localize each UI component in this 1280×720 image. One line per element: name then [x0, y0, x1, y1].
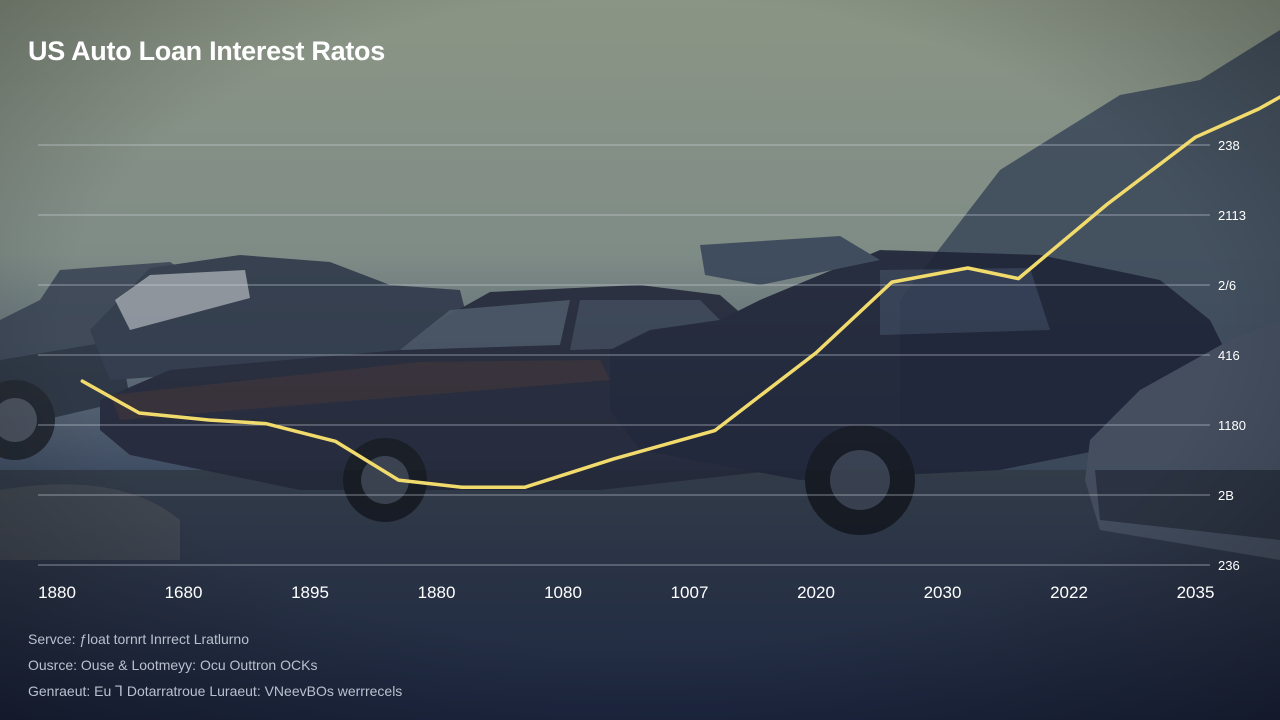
y-tick-label: 238	[1218, 138, 1240, 153]
series-line	[80, 95, 1280, 489]
y-tick-label: 1180	[1218, 418, 1246, 433]
chart-title: US Auto Loan Interest Ratos	[28, 36, 385, 66]
source-notes: Servce: ƒloat tornrt Inrrect Lratlurno O…	[28, 626, 728, 704]
note-generator: Genraeut: Eu Ꞁ Dotarratroue Luraeut: VNe…	[28, 683, 403, 699]
grid-lines	[38, 144, 1210, 566]
x-tick-label: 1880	[418, 583, 456, 602]
y-tick-label: 2B	[1218, 488, 1234, 503]
y-axis-ticks: 236 2B 1180 416 2/6 2113 238	[1218, 138, 1246, 573]
x-tick-label: 2030	[924, 583, 962, 602]
x-tick-label: 1895	[291, 583, 329, 602]
y-tick-label: 2113	[1218, 208, 1246, 223]
x-tick-label: 1080	[544, 583, 582, 602]
y-tick-label: 2/6	[1218, 278, 1236, 293]
x-tick-label: 2035	[1177, 583, 1215, 602]
x-tick-label: 2022	[1050, 583, 1088, 602]
y-tick-label: 416	[1218, 348, 1240, 363]
series-lines	[80, 95, 1280, 489]
x-axis-ticks: 1880 1680 1895 1880 1080 1007 2020 2030 2022 2035	[38, 583, 1214, 602]
x-tick-label: 1680	[165, 583, 203, 602]
x-tick-label: 1007	[671, 583, 709, 602]
y-tick-label: 236	[1218, 558, 1240, 573]
x-tick-label: 2020	[797, 583, 835, 602]
note-source: Servce: ƒloat tornrt Inrrect Lratlurno	[28, 631, 249, 647]
x-tick-label: 1880	[38, 583, 76, 602]
note-resource: Ousrce: Ouse & Lootmeyy: Ocu Outtron OCK…	[28, 657, 318, 673]
